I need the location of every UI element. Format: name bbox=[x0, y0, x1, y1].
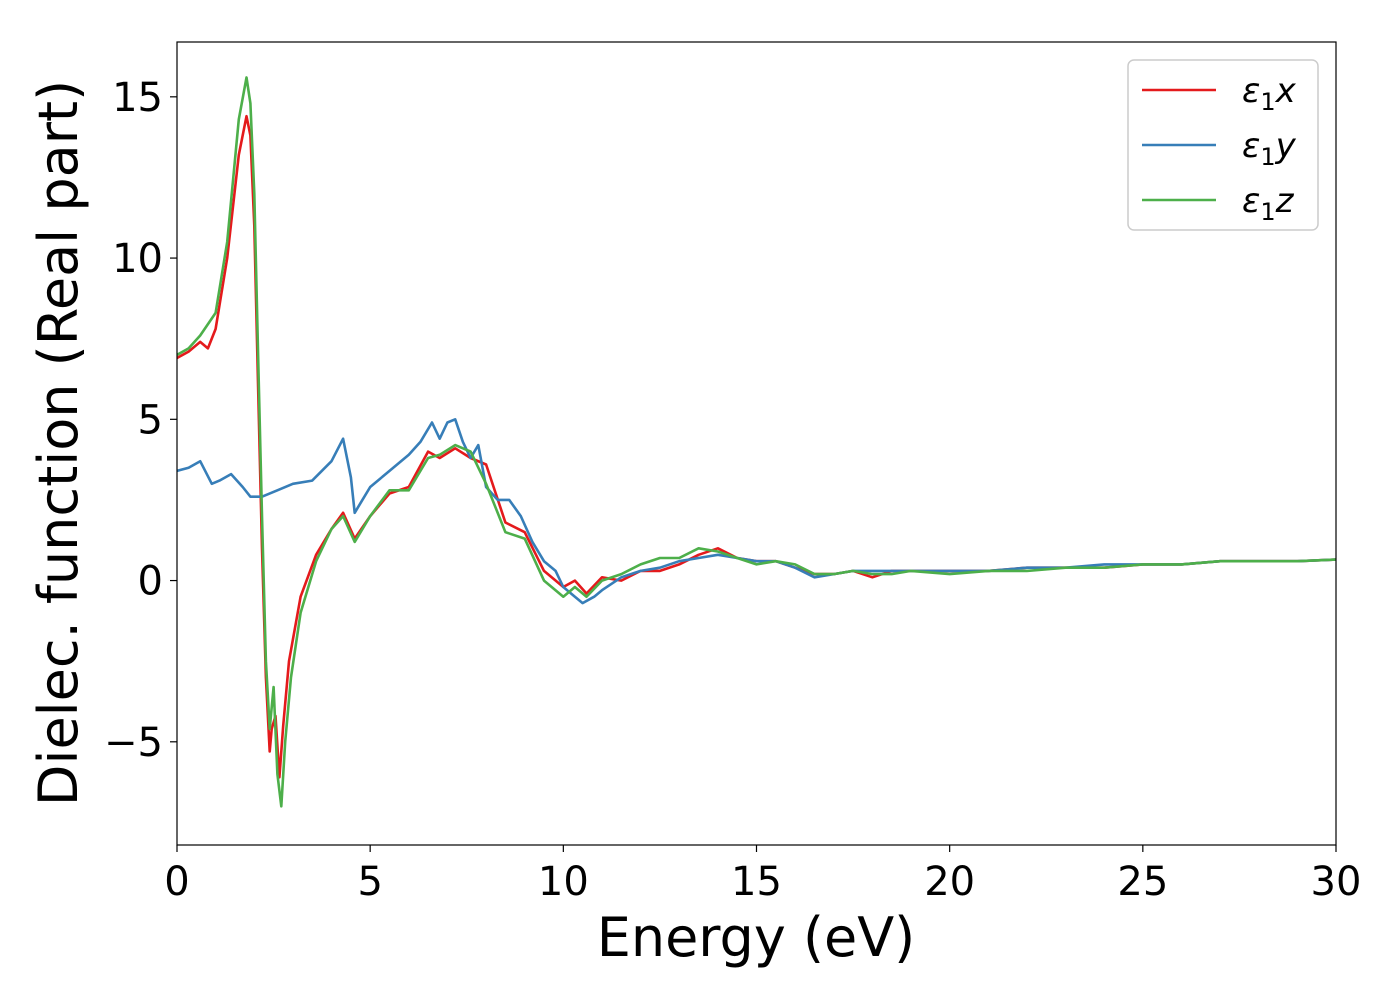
y-tick-label: 10 bbox=[112, 236, 163, 282]
legend-label: ε1z bbox=[1242, 181, 1295, 226]
x-axis-ticks: 0 5 10 15 20 25 30 bbox=[164, 845, 1361, 905]
y-axis-label: Dielec. function (Real part) bbox=[27, 80, 90, 806]
legend-label: ε1y bbox=[1242, 126, 1297, 171]
y-tick-label: 15 bbox=[112, 75, 163, 121]
legend: ε1x ε1y ε1z bbox=[1127, 59, 1319, 231]
x-tick-label: 5 bbox=[357, 859, 382, 905]
series-line-3 bbox=[177, 76, 1336, 808]
y-tick-label: 0 bbox=[138, 559, 163, 605]
legend-box bbox=[1127, 59, 1319, 231]
y-tick-label: −5 bbox=[104, 720, 163, 766]
y-tick-label: 5 bbox=[138, 397, 163, 443]
x-tick-label: 30 bbox=[1311, 859, 1362, 905]
series-layer bbox=[177, 76, 1336, 808]
x-tick-label: 10 bbox=[538, 859, 589, 905]
x-tick-label: 20 bbox=[924, 859, 975, 905]
x-tick-label: 0 bbox=[164, 859, 189, 905]
x-tick-label: 15 bbox=[731, 859, 782, 905]
y-axis-ticks: −5 0 5 10 15 bbox=[104, 75, 177, 766]
legend-label: ε1x bbox=[1242, 71, 1297, 116]
x-axis-label: Energy (eV) bbox=[597, 906, 916, 969]
x-tick-label: 25 bbox=[1117, 859, 1168, 905]
